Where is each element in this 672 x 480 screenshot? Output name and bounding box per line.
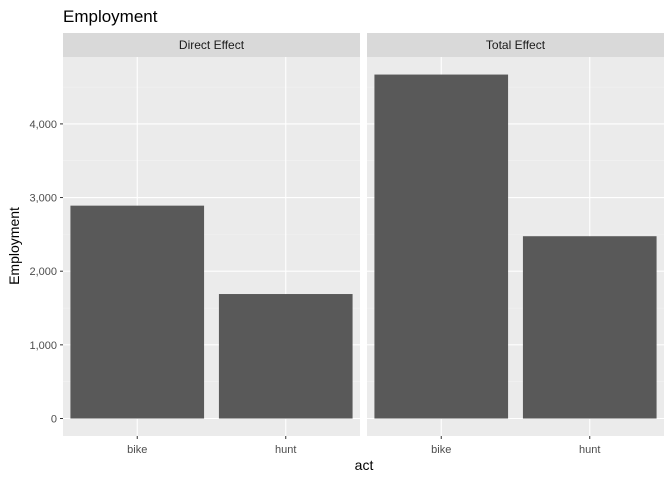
y-tick-label: 4,000 [29,119,57,131]
bar-bike [70,205,205,419]
facet-panel-0: bike hunt Direct Effect [63,33,360,456]
x-tick-label: hunt [579,444,600,456]
facet-strip-label: Direct Effect [179,38,245,52]
strip-background [63,33,360,57]
y-tick-label: 3,000 [29,193,57,205]
x-tick-label: bike [127,444,147,456]
strip-background [367,33,664,57]
y-axis-title: Employment [6,207,22,285]
x-tick-label: hunt [275,444,296,456]
x-tick-label: bike [431,444,451,456]
y-axis: 0 1,000 2,000 3,000 4,000 [29,119,63,426]
facet-panels: bike hunt Direct Effect bike hunt Total Effec… [63,33,664,456]
x-axis-title: act [355,457,374,473]
y-tick-label: 1,000 [29,340,57,352]
chart-title: Employment [63,7,158,26]
facet-panel-1: bike hunt Total Effect [367,33,664,456]
bar-hunt [218,294,353,419]
bar-hunt [522,236,657,419]
facet-strip-label: Total Effect [486,38,546,52]
y-tick-label: 2,000 [29,266,57,278]
bar-bike [374,74,509,419]
y-tick-label: 0 [51,414,57,426]
